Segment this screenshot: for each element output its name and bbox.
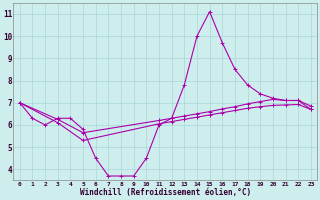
X-axis label: Windchill (Refroidissement éolien,°C): Windchill (Refroidissement éolien,°C) [80, 188, 251, 197]
